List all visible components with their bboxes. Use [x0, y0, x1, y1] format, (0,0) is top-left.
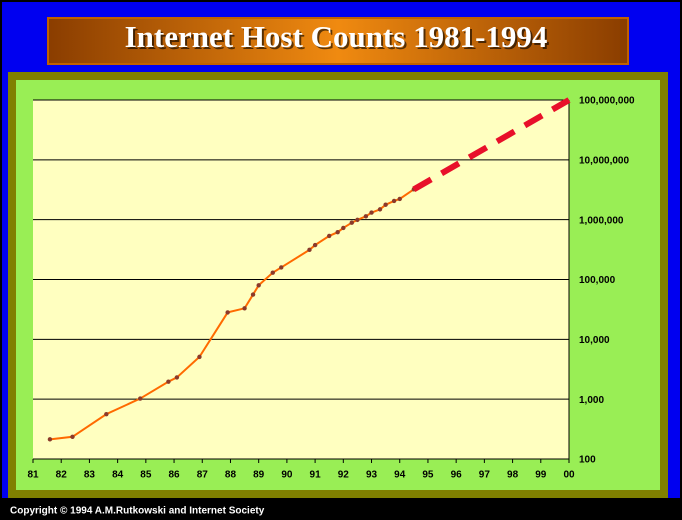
y-tick-label: 100,000,000	[579, 96, 635, 107]
y-tick-label: 10,000,000	[579, 155, 629, 166]
data-point	[307, 247, 312, 253]
x-tick-label: 00	[563, 470, 575, 481]
data-point	[70, 434, 75, 439]
y-tick-label: 100,000	[579, 275, 616, 286]
data-point	[270, 270, 275, 275]
y-tick-label: 10,000	[579, 335, 610, 346]
x-tick-label: 94	[394, 470, 406, 481]
x-tick-label: 83	[84, 470, 96, 481]
x-tick-label: 89	[253, 470, 265, 481]
data-point	[327, 233, 332, 239]
title-box	[47, 17, 629, 65]
x-tick-label: 84	[112, 470, 124, 481]
data-point	[250, 292, 256, 297]
x-tick-label: 92	[338, 470, 350, 481]
y-tick-label: 100	[579, 455, 596, 466]
data-point	[391, 198, 397, 204]
data-point	[242, 306, 247, 311]
x-tick-label: 88	[225, 470, 237, 481]
x-tick-label: 98	[507, 470, 519, 481]
data-point	[377, 207, 383, 212]
data-point	[355, 217, 360, 223]
x-tick-label: 86	[168, 470, 180, 481]
y-tick-label: 1,000	[579, 395, 604, 406]
data-point	[341, 225, 346, 231]
x-tick-label: 96	[451, 470, 463, 481]
x-tick-label: 85	[140, 470, 152, 481]
x-tick-label: 91	[310, 470, 322, 481]
data-point	[369, 210, 374, 215]
x-tick-label: 99	[535, 470, 547, 481]
x-tick-label: 82	[56, 470, 68, 481]
data-point	[104, 411, 109, 417]
x-tick-label: 93	[366, 470, 378, 481]
title-shadow: Internet Host Counts 1981-1994	[127, 21, 550, 56]
data-point	[279, 265, 284, 270]
data-point	[256, 283, 261, 288]
data-point	[166, 379, 171, 384]
x-tick-label: 95	[422, 470, 434, 481]
chart-title: Internet Host Counts 1981-1994	[125, 19, 548, 54]
x-tick-label: 90	[281, 470, 293, 481]
data-point	[47, 437, 53, 442]
x-tick-label: 81	[27, 470, 39, 481]
data-point	[197, 354, 202, 360]
data-point	[174, 375, 180, 380]
data-point	[397, 196, 402, 202]
x-tick-label: 97	[479, 470, 491, 481]
copyright: Copyright © 1994 A.M.Rutkowski and Inter…	[10, 506, 265, 517]
data-point	[335, 230, 340, 235]
data-point	[363, 214, 369, 219]
data-point	[138, 396, 143, 401]
x-tick-label: 87	[197, 470, 209, 481]
y-tick-label: 1,000,000	[579, 215, 624, 226]
data-point	[225, 310, 230, 315]
data-point	[349, 220, 354, 225]
data-point	[383, 202, 388, 207]
data-point	[312, 242, 318, 248]
